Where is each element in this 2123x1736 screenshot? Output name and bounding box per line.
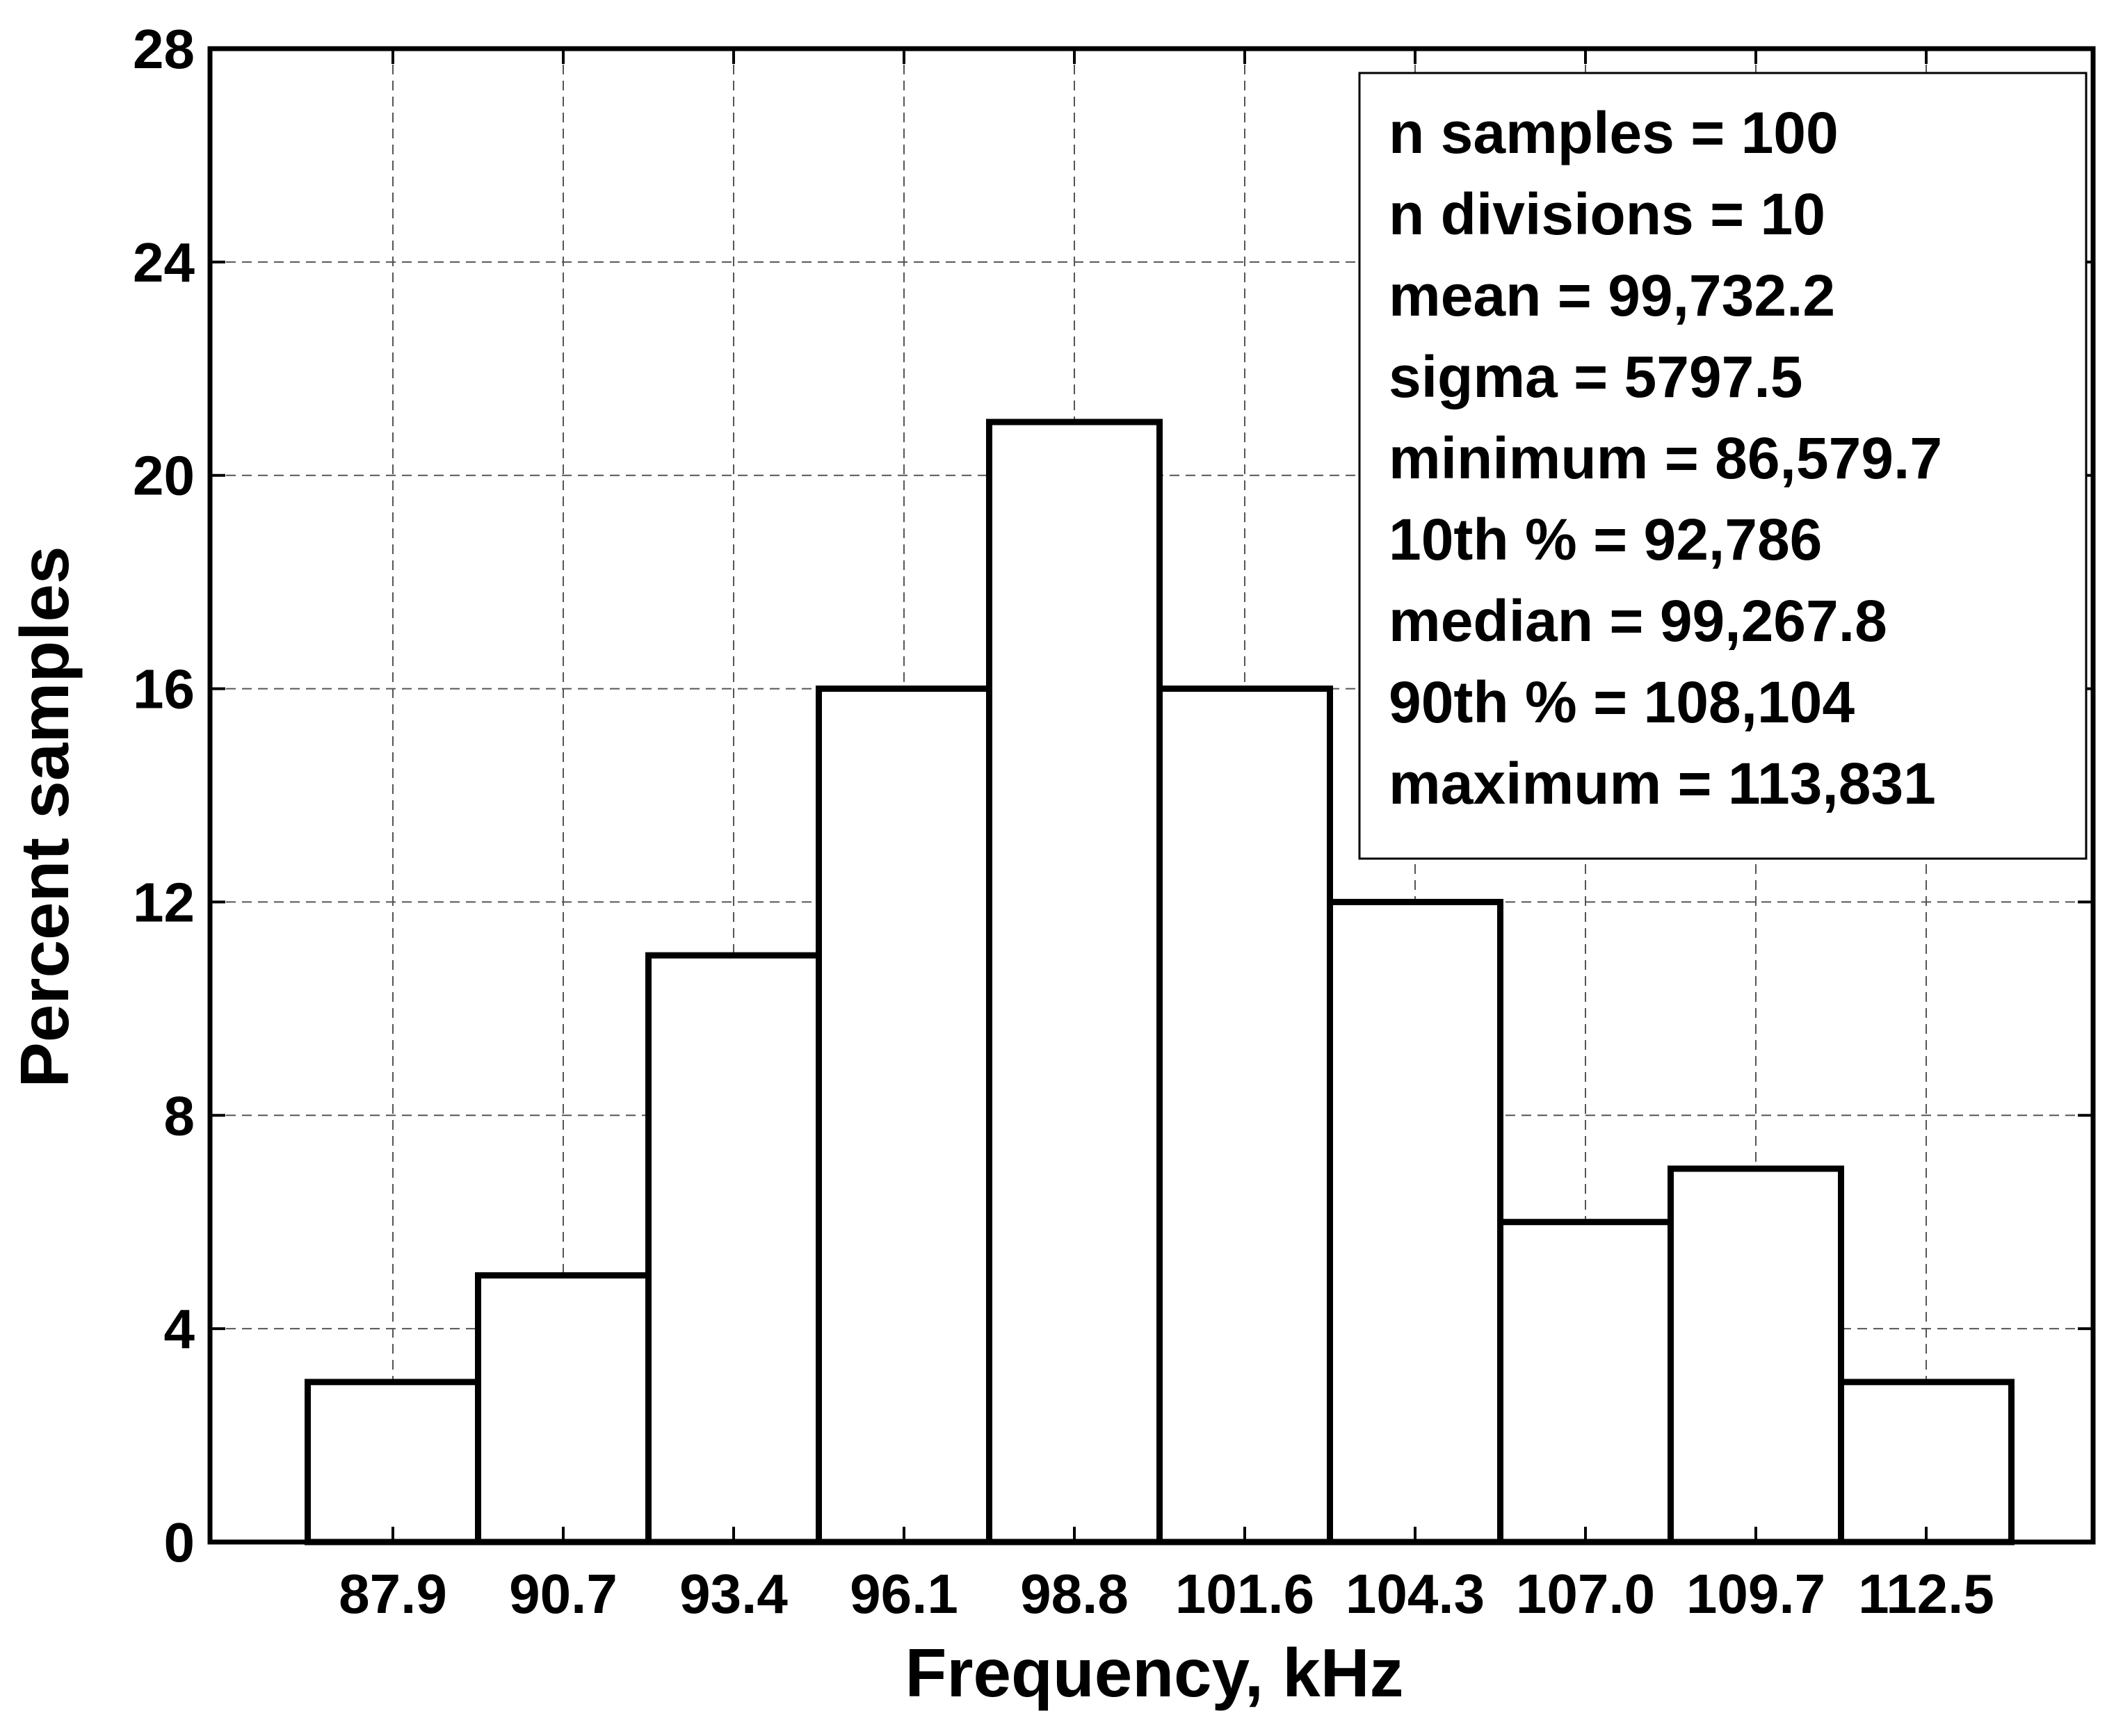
statistics-line: n divisions = 10 [1389,181,1825,247]
x-tick-label: 109.7 [1686,1563,1825,1625]
statistics-line: median = 99,267.8 [1389,588,1887,654]
y-tick-label: 16 [133,658,195,720]
y-tick-label: 24 [133,232,195,293]
y-tick-label: 0 [164,1511,195,1573]
y-axis-label: Percent samples [6,546,83,1088]
histogram-bar [1327,898,1503,1546]
statistics-line: 10th % = 92,786 [1389,507,1822,572]
y-tick-label: 8 [164,1085,195,1146]
histogram-bar [1668,1165,1844,1546]
x-tick-label: 87.9 [339,1563,447,1625]
x-tick-label: 96.1 [850,1563,958,1625]
statistics-line: n samples = 100 [1389,100,1839,165]
x-axis-label: Frequency, kHz [905,1634,1403,1711]
x-tick-label: 104.3 [1346,1563,1485,1625]
y-tick-label: 4 [164,1298,195,1360]
y-tick-labels: 0 4 8 12 16 20 24 28 [133,18,195,1573]
y-tick-label: 12 [133,871,195,933]
statistics-line: minimum = 86,579.7 [1389,425,1942,491]
x-tick-labels: 87.9 90.7 93.4 96.1 98.8 101.6 104.3 107.0 109.7… [339,1563,1994,1625]
histogram-bar [305,1379,481,1546]
histogram-bar [816,686,992,1546]
x-tick-label: 112.5 [1858,1563,1994,1625]
histogram-bars [305,419,2015,1546]
x-tick-label: 93.4 [679,1563,788,1625]
statistics-line: maximum = 113,831 [1389,751,1936,816]
plot-area-frame [207,46,2096,1545]
histogram-bar [475,1272,652,1546]
histogram-bar [986,419,1163,1546]
histogram-bar [1838,1379,2015,1546]
x-tick-label: 98.8 [1020,1563,1129,1625]
x-tick-label: 101.6 [1175,1563,1314,1625]
statistics-line: sigma = 5797.5 [1389,344,1802,409]
statistics-line: mean = 99,732.2 [1389,263,1835,328]
histogram-bar [645,952,822,1546]
histogram-bar [1156,686,1333,1546]
histogram-bar [1497,1219,1674,1546]
y-tick-label: 28 [133,18,195,80]
y-tick-label: 20 [133,445,195,507]
x-tick-label: 107.0 [1516,1563,1655,1625]
statistics-lines: n samples = 100 n divisions = 10 mean = 99… [1389,100,1942,816]
statistics-line: 90th % = 108,104 [1389,670,1855,735]
statistics-legend-box: n samples = 100 n divisions = 10 mean = 99… [1358,72,2088,860]
statistics-box-frame [1358,72,2088,860]
x-tick-label: 90.7 [509,1563,617,1625]
